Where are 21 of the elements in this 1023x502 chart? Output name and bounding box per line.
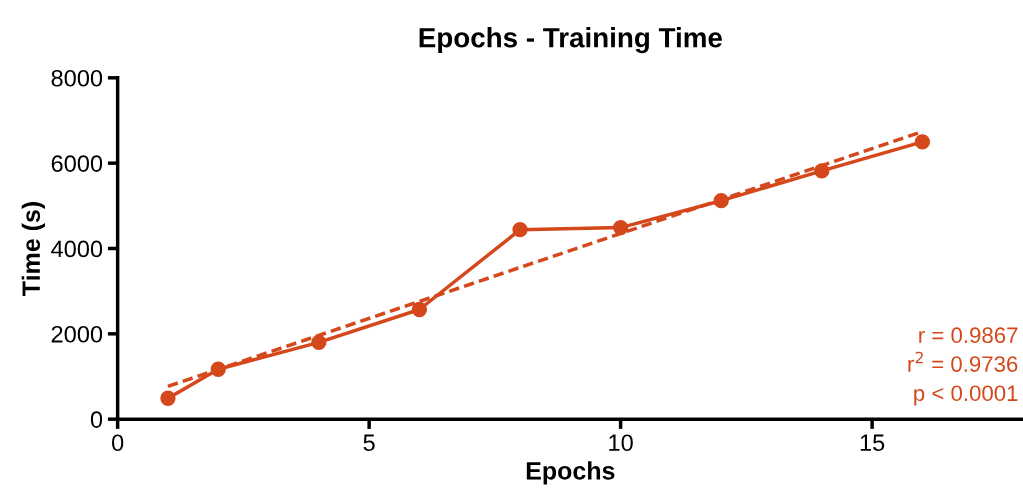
y-tick-label: 4000	[51, 240, 103, 258]
point	[914, 134, 931, 150]
y-tick-label: 2000	[51, 325, 103, 343]
y-tick-label: 8000	[51, 69, 103, 87]
point	[512, 222, 528, 238]
x-tick-label: 5	[363, 434, 375, 452]
x-tick-label: 10	[609, 434, 633, 452]
point	[311, 334, 327, 351]
annotation: r$^{2}$ = 0.9736	[908, 351, 1018, 372]
annotation: r = 0.9867	[919, 327, 1018, 344]
point	[160, 390, 176, 406]
y-tick-label: 0	[90, 411, 103, 428]
x-tick-label: 0	[112, 434, 124, 452]
y-tick-label: 6000	[51, 155, 103, 172]
annotation: p < 0.0001	[914, 385, 1018, 406]
x-axis-title: Epochs	[526, 461, 615, 485]
point	[612, 219, 629, 236]
y-axis-title: Time (s)	[21, 202, 45, 296]
x-tick-label: 15	[860, 434, 885, 452]
point	[411, 301, 428, 318]
chart-title: Epochs - Training Time	[419, 27, 722, 54]
